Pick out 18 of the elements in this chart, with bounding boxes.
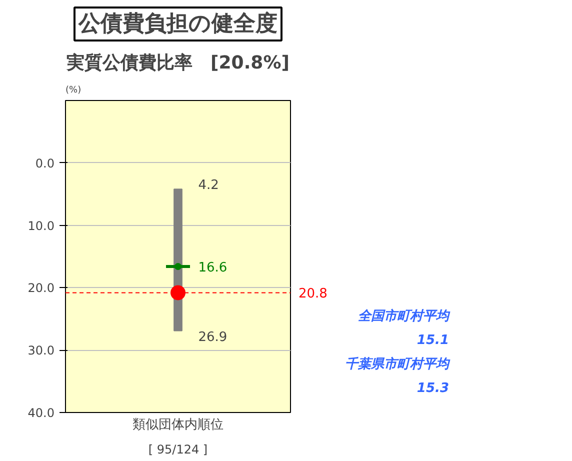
y-tick-label: 40.0 (28, 406, 54, 420)
text: 千葉県市町村平均 (345, 356, 449, 374)
y-tick-label: 0.0 (35, 156, 55, 170)
text: 15.3 (416, 380, 449, 398)
y-tick-label: 30.0 (28, 344, 54, 358)
y-tick-label: 20.0 (28, 281, 54, 296)
chart-subtitle: 実質公債費比率 [20.8%] (66, 52, 290, 74)
y-axis-title: (%) (66, 86, 82, 96)
text: [ 95/124 ] (148, 442, 208, 456)
text: 全国市町村平均 (357, 308, 449, 326)
y-tick-label: 10.0 (28, 218, 54, 233)
chart-title: 公債費負担の健全度 (78, 10, 278, 36)
data-label: 16.6 (198, 260, 228, 276)
annotation: 4.2 (198, 178, 219, 194)
x-axis-title: 類似団体内順位 (132, 418, 224, 432)
text: 15.1 (416, 332, 449, 350)
ref-line-label: 20.8 (298, 286, 328, 302)
annotation: 26.9 (198, 330, 228, 345)
